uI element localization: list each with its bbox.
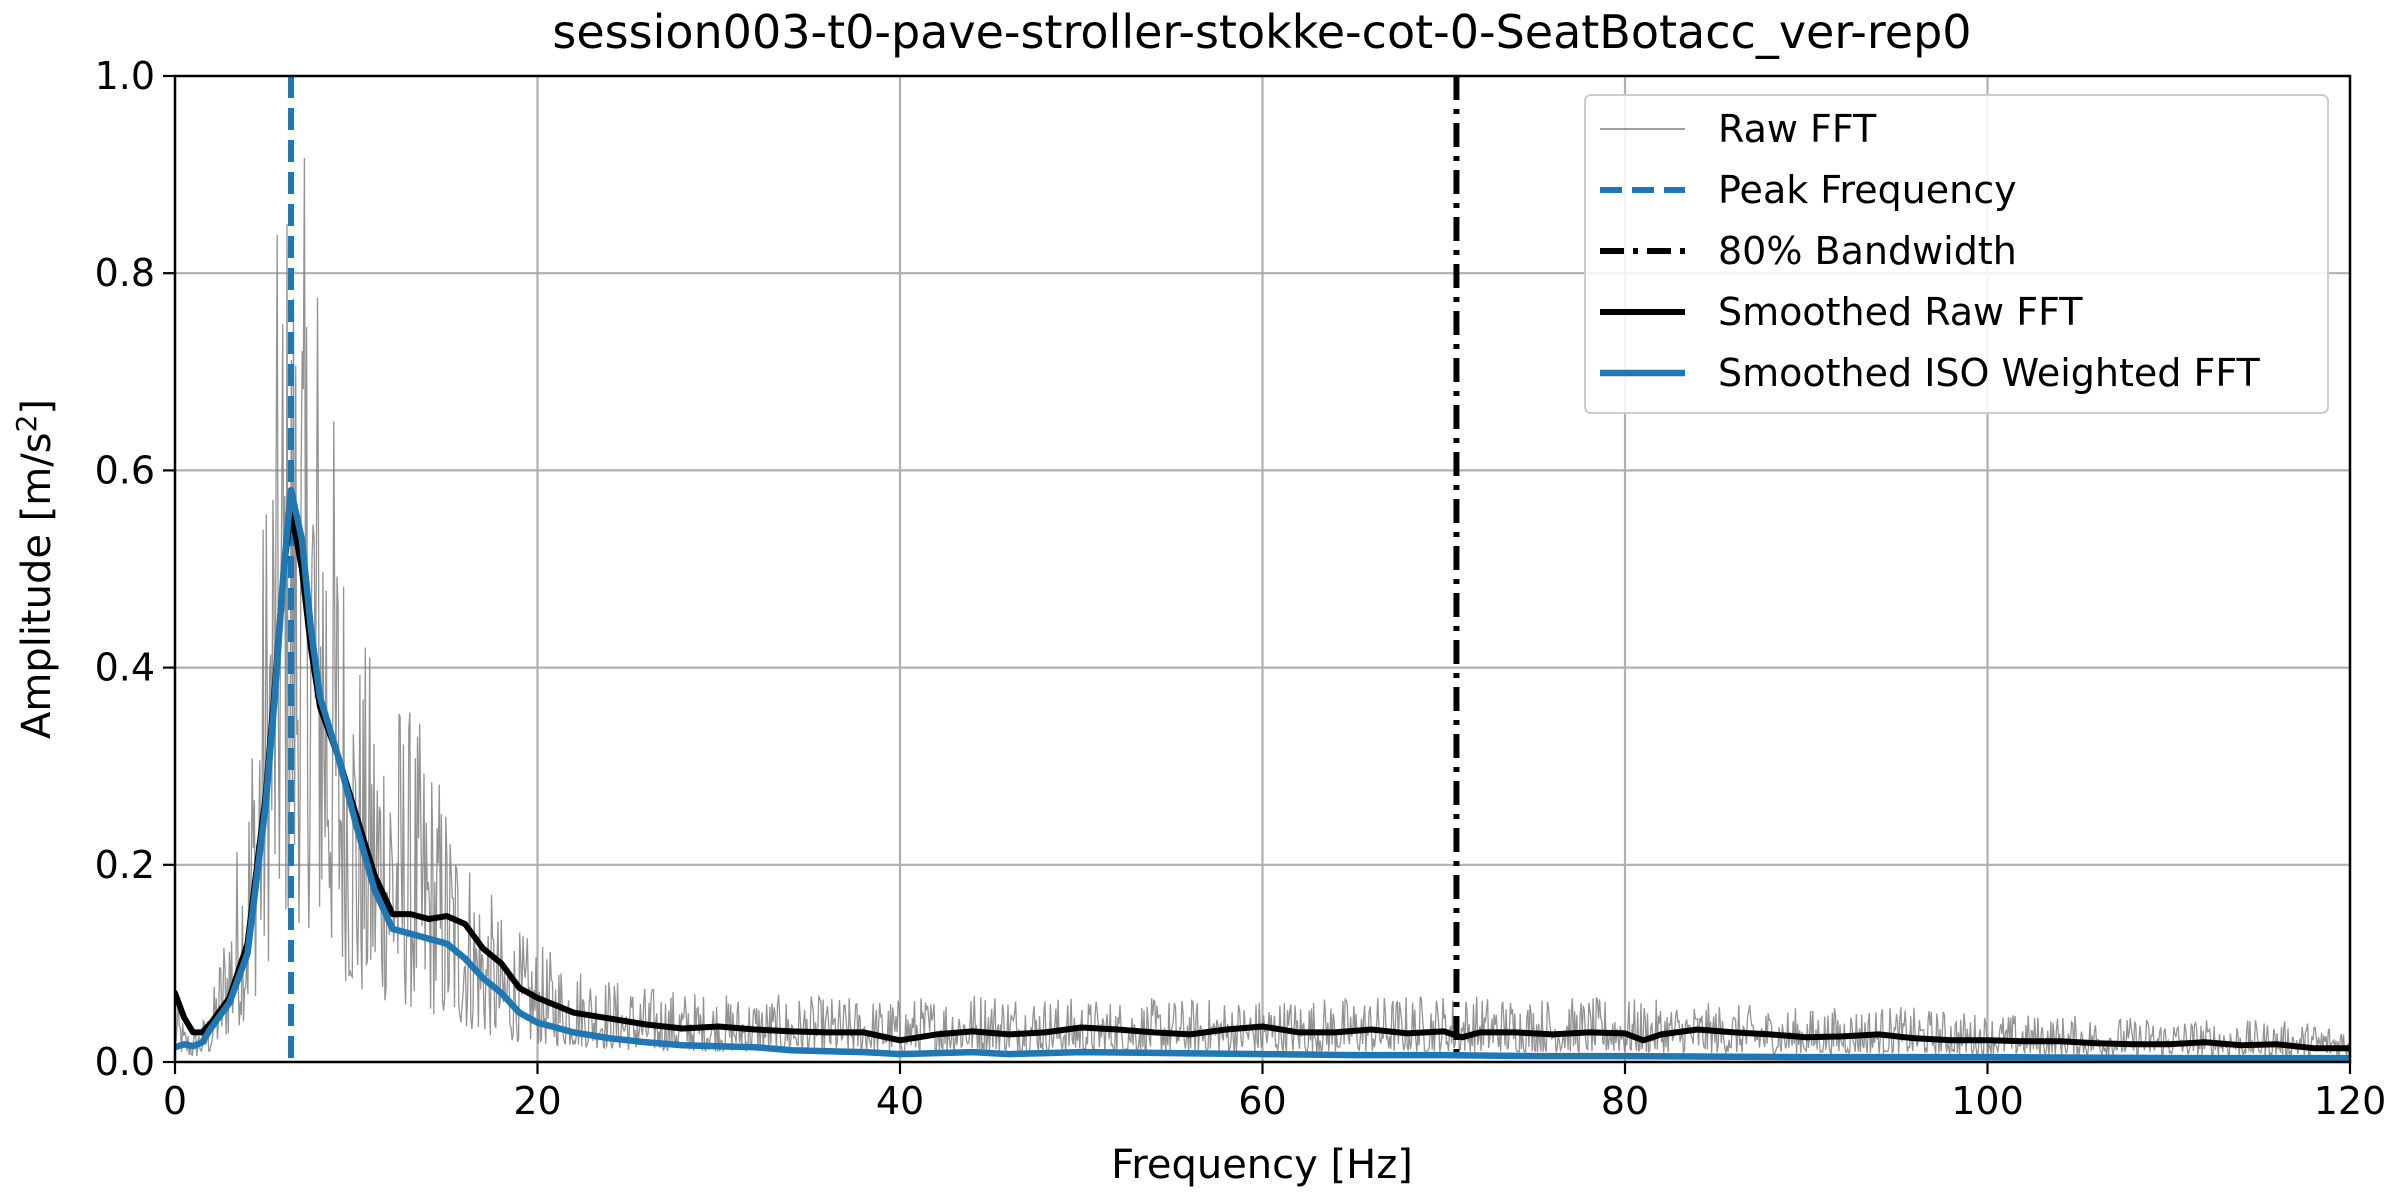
chart-title: session003-t0-pave-stroller-stokke-cot-0… [552,5,1971,59]
legend-label: Smoothed ISO Weighted FFT [1718,351,2261,395]
plot-data [175,76,2350,1062]
legend-label: Smoothed Raw FFT [1718,290,2083,334]
y-axis-ticks: 0.0 0.2 0.4 0.6 0.8 1.0 [95,54,175,1084]
y-axis-label-superscript: 2 [10,415,43,433]
x-tick-label: 60 [1238,1079,1286,1123]
y-tick-label: 0.4 [95,646,155,690]
y-axis-label: Amplitude [m/s2] [10,399,60,739]
x-tick-label: 0 [163,1079,187,1123]
legend-box [1584,94,2329,414]
x-axis-ticks: 0 20 40 60 80 100 120 [163,1062,2386,1123]
y-axis-label-close: ] [14,399,60,415]
x-axis-label: Frequency [Hz] [1111,1142,1413,1188]
x-tick-label: 120 [2314,1079,2387,1123]
y-tick-label: 0.8 [95,251,155,295]
y-tick-label: 1.0 [95,54,155,98]
y-tick-label: 0.6 [95,448,155,492]
x-tick-label: 20 [513,1079,561,1123]
x-tick-label: 80 [1601,1079,1649,1123]
legend-label: 80% Bandwidth [1718,229,2017,273]
legend-label: Raw FFT [1718,107,1877,151]
y-tick-label: 0.0 [95,1040,155,1084]
series-smoothed-iso-weighted-fft [175,486,2350,1062]
y-axis-label-main: Amplitude [m/s [14,432,60,739]
x-tick-label: 100 [1951,1079,2024,1123]
x-tick-label: 40 [876,1079,924,1123]
y-tick-label: 0.2 [95,843,155,887]
legend: Raw FFT Peak Frequency 80% Bandwidth Smooth… [1584,94,2329,414]
legend-label: Peak Frequency [1718,168,2017,212]
